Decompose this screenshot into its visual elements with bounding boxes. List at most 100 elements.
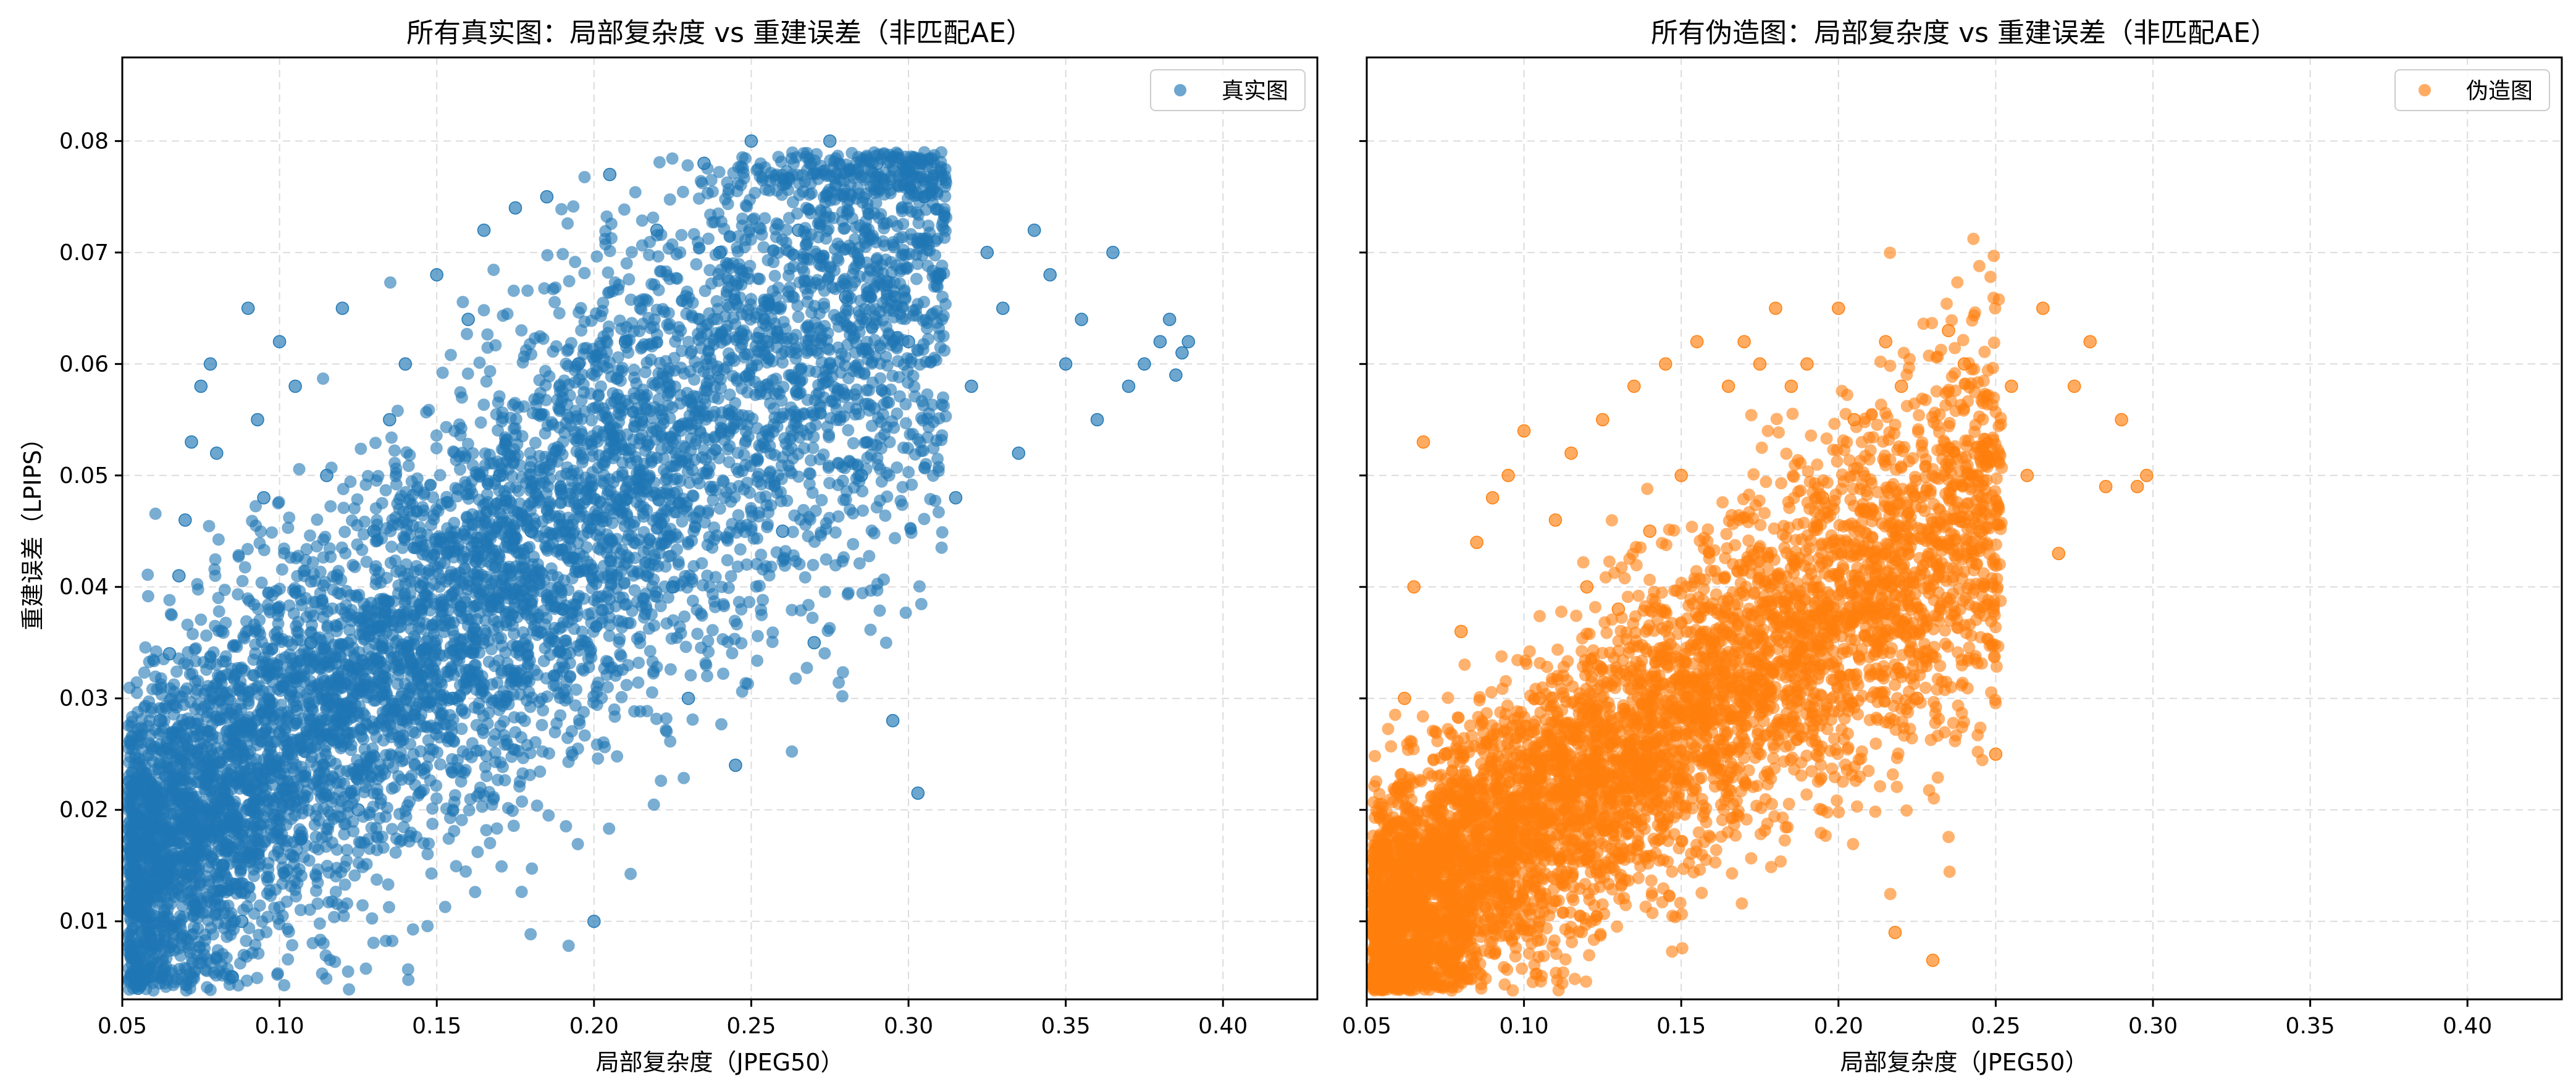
scatter-point xyxy=(842,372,855,384)
scatter-point xyxy=(705,277,718,290)
scatter-point xyxy=(678,772,690,784)
scatter-point xyxy=(887,305,900,317)
scatter-point xyxy=(933,506,945,518)
scatter-point xyxy=(657,303,669,316)
scatter-point xyxy=(880,637,892,649)
scatter-point xyxy=(209,569,222,582)
scatter-point xyxy=(392,770,405,783)
scatter-point xyxy=(355,443,367,455)
scatter-point xyxy=(820,553,833,566)
scatter-point xyxy=(462,368,474,380)
scatter-point xyxy=(900,417,912,429)
scatter-point xyxy=(626,246,638,258)
scatter-point xyxy=(641,705,653,717)
scatter-point xyxy=(874,495,886,507)
scatter-point xyxy=(541,691,553,703)
scatter-point xyxy=(347,825,359,838)
scatter-point xyxy=(822,376,834,388)
scatter-point xyxy=(735,637,747,649)
scatter-point xyxy=(531,799,543,812)
scatter-point xyxy=(786,604,798,616)
scatter-point xyxy=(664,412,676,424)
scatter-point xyxy=(249,647,261,660)
scatter-point xyxy=(283,511,295,524)
scatter-point xyxy=(516,796,528,808)
scatter-point xyxy=(561,732,574,744)
scatter-point xyxy=(149,508,162,520)
scatter-point xyxy=(456,392,468,404)
scatter-point xyxy=(849,275,861,288)
scatter-point xyxy=(638,592,650,605)
scatter-point xyxy=(699,657,711,670)
scatter-point xyxy=(361,858,373,870)
scatter-point xyxy=(341,844,353,856)
scatter-point xyxy=(690,258,702,271)
scatter-point xyxy=(632,657,645,669)
scatter-point xyxy=(445,349,457,361)
scatter-point xyxy=(736,151,749,164)
scatter-point xyxy=(798,442,810,455)
scatter-point xyxy=(406,476,418,488)
scatter-point xyxy=(455,723,468,735)
scatter-point xyxy=(276,563,288,576)
scatter-point xyxy=(371,873,383,886)
scatter-point xyxy=(541,249,553,261)
scatter-point xyxy=(563,939,575,952)
scatter-point xyxy=(628,364,640,376)
scatter-point xyxy=(203,520,216,532)
scatter-point xyxy=(485,578,498,590)
scatter-point xyxy=(403,505,416,518)
scatter-point xyxy=(688,374,700,386)
scatter-point xyxy=(822,272,834,285)
scatter-point xyxy=(499,774,511,786)
scatter-point xyxy=(894,277,906,290)
scatter-point xyxy=(894,495,907,507)
scatter-point xyxy=(343,983,355,996)
scatter-point xyxy=(751,655,763,667)
scatter-point xyxy=(484,837,496,849)
scatter-point xyxy=(487,264,500,276)
scatter-point xyxy=(604,245,616,257)
scatter-point xyxy=(802,530,814,542)
scatter-point xyxy=(480,376,493,388)
scatter-point xyxy=(695,175,707,187)
scatter-point xyxy=(420,406,432,419)
scatter-point xyxy=(902,377,914,389)
scatter-point xyxy=(634,637,646,649)
scatter-point xyxy=(550,340,563,353)
scatter-point xyxy=(665,663,677,676)
scatter-point xyxy=(480,824,492,836)
scatter-point xyxy=(213,605,225,618)
scatter-point xyxy=(821,225,833,237)
scatter-point xyxy=(842,588,854,600)
scatter-point xyxy=(767,285,779,297)
scatter-point xyxy=(682,159,694,172)
scatter-point xyxy=(481,329,493,341)
scatter-point xyxy=(750,581,763,593)
scatter-point xyxy=(251,825,264,838)
scatter-point xyxy=(491,822,503,834)
scatter-point xyxy=(426,818,438,830)
scatter-point xyxy=(878,428,891,440)
scatter-point xyxy=(434,469,447,481)
scatter-point xyxy=(614,648,626,660)
scatter-point xyxy=(726,647,739,660)
scatter-point xyxy=(509,744,521,756)
scatter-point xyxy=(603,823,615,835)
scatter-point xyxy=(401,799,414,812)
scatter-point xyxy=(187,628,199,640)
scatter-point xyxy=(802,321,814,333)
scatter-point xyxy=(256,915,269,928)
scatter-point xyxy=(644,645,657,657)
scatter-point xyxy=(220,931,233,943)
scatter-point xyxy=(538,655,550,667)
scatter-point xyxy=(359,479,372,491)
scatter-point xyxy=(786,146,799,159)
scatter-point xyxy=(864,303,876,316)
scatter-point xyxy=(841,485,853,498)
scatter-point xyxy=(719,310,731,322)
scatter-point xyxy=(526,862,538,875)
scatter-point xyxy=(905,523,917,535)
scatter-point xyxy=(611,388,624,401)
scatter-point xyxy=(600,335,613,348)
